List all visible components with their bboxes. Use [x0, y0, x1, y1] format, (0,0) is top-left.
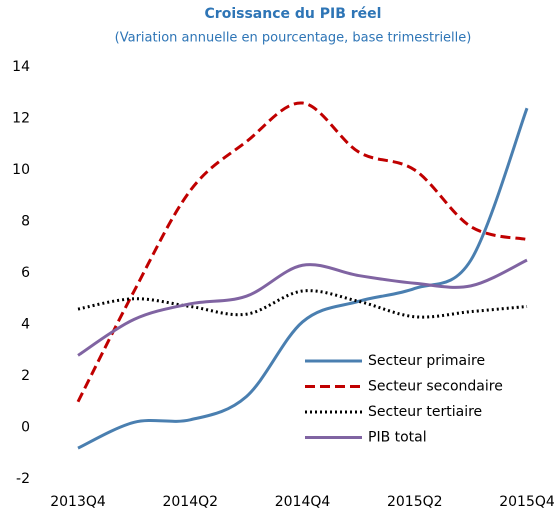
series-line: [77, 107, 529, 450]
series-line: [77, 258, 528, 357]
chart-title: Croissance du PIB réel: [205, 6, 382, 22]
x-tick-label: 2013Q4: [50, 494, 106, 510]
y-tick-label: 14: [12, 59, 30, 75]
y-tick-label: -2: [16, 471, 30, 487]
y-tick-label: 10: [12, 162, 30, 178]
y-tick-label: 2: [21, 368, 30, 384]
legend-label: Secteur secondaire: [368, 379, 503, 395]
x-tick-label: 2015Q2: [387, 494, 443, 510]
x-tick-label: 2014Q4: [275, 494, 331, 510]
x-tick-label: 2015Q4: [499, 494, 555, 510]
y-tick-label: 0: [21, 420, 30, 436]
legend-label: PIB total: [368, 430, 427, 446]
y-tick-label: 6: [21, 265, 30, 281]
legend-label: Secteur tertiaire: [368, 404, 482, 420]
legend-label: Secteur primaire: [368, 353, 485, 369]
chart-subtitle: (Variation annuelle en pourcentage, base…: [115, 31, 472, 46]
series-line: [76, 101, 528, 403]
y-tick-label: 8: [21, 214, 30, 230]
series-line: [77, 289, 528, 319]
x-tick-label: 2014Q2: [162, 494, 218, 510]
y-tick-label: 4: [21, 317, 30, 333]
y-tick-label: 12: [12, 111, 30, 127]
